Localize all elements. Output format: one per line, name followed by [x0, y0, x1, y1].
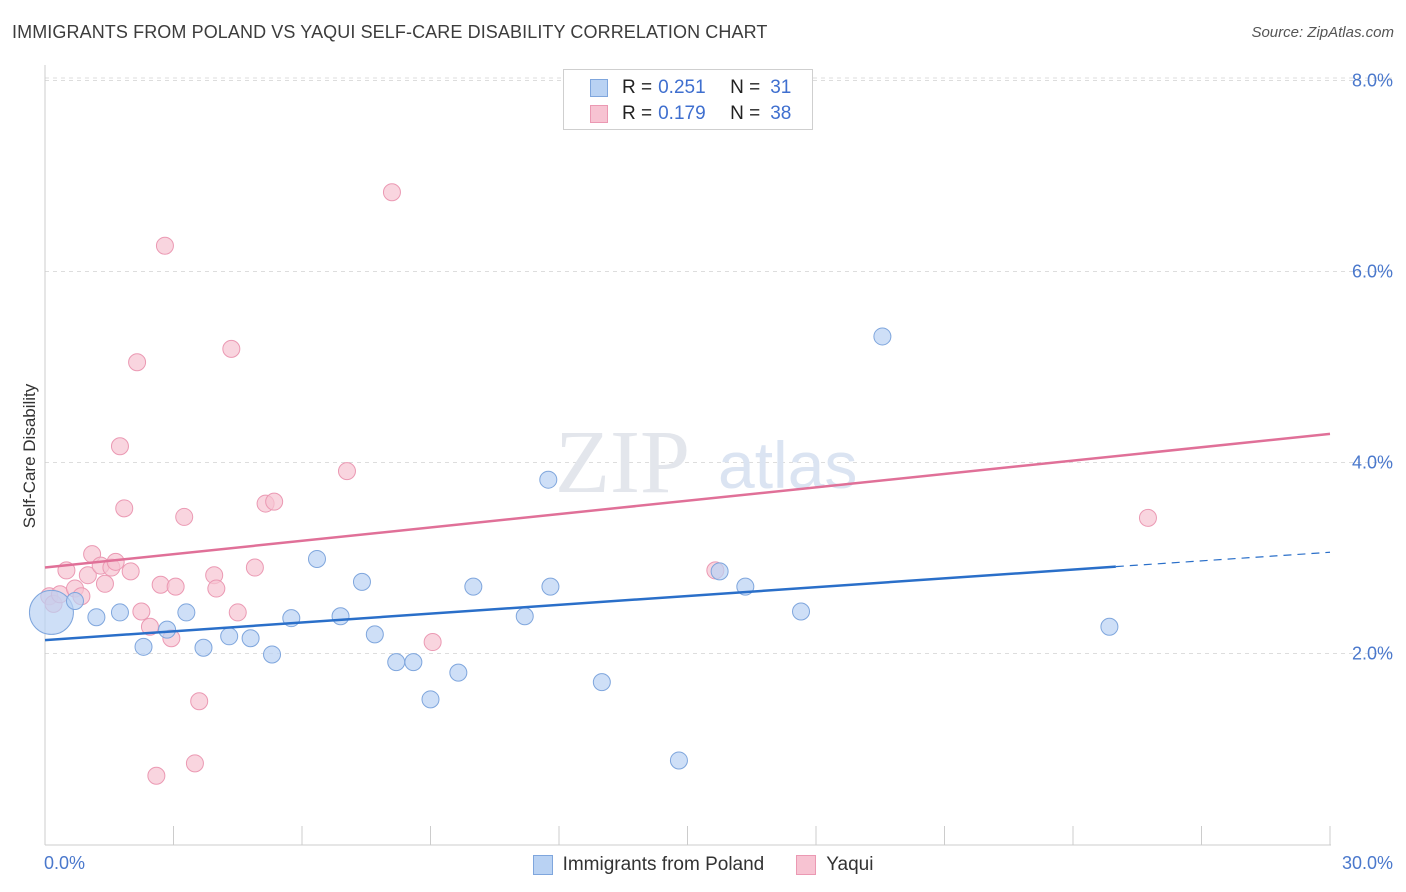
watermark: ZIP atlas [555, 413, 857, 512]
point-poland [873, 327, 892, 346]
point-yaqui [382, 183, 401, 202]
point-yaqui [155, 236, 174, 255]
legend-n-label: N = [730, 103, 761, 124]
point-poland [365, 625, 384, 644]
point-yaqui [78, 566, 97, 585]
point-yaqui [245, 558, 264, 577]
axes [44, 65, 1331, 846]
point-poland [464, 577, 483, 596]
point-yaqui [175, 507, 194, 526]
point-poland [158, 620, 177, 639]
x-tick-label: 30.0% [1342, 853, 1393, 873]
point-poland [792, 602, 811, 621]
point-yaqui [151, 575, 170, 594]
legend-label-poland: Immigrants from Poland [562, 854, 765, 875]
point-poland [710, 562, 729, 581]
legend-n-label: N = [730, 77, 761, 98]
point-poland [669, 751, 688, 770]
point-poland [421, 690, 440, 709]
point-yaqui [222, 339, 241, 358]
point-poland [404, 653, 423, 672]
trend-lines [44, 432, 1331, 642]
chart-title: IMMIGRANTS FROM POLAND VS YAQUI SELF-CAR… [12, 22, 768, 42]
point-poland [177, 603, 196, 622]
point-poland [220, 627, 239, 646]
legend-n-value: 31 [770, 77, 792, 98]
trend-line-poland [44, 565, 1116, 642]
trend-line-poland-extension [1115, 551, 1331, 568]
point-poland [449, 663, 468, 682]
y-tick-label: 6.0% [1352, 262, 1393, 282]
legend-r-label: R = [622, 77, 653, 98]
legend-item-poland[interactable]: Immigrants from Poland [532, 854, 765, 876]
point-poland [263, 645, 282, 664]
point-poland [194, 638, 213, 657]
point-poland [352, 572, 371, 591]
point-poland [592, 673, 611, 692]
point-yaqui [115, 499, 134, 518]
legend-r-value: 0.179 [658, 103, 706, 124]
point-yaqui [128, 353, 147, 372]
point-poland [1100, 617, 1119, 636]
series-poland-points [28, 327, 1119, 770]
series-legend: Immigrants from Poland Yaqui [0, 851, 1406, 879]
legend-swatch-poland [532, 855, 553, 875]
legend-label-yaqui: Yaqui [826, 854, 874, 875]
y-tick-label: 2.0% [1352, 644, 1393, 664]
watermark-zip: ZIP [555, 413, 690, 512]
point-yaqui [110, 437, 129, 456]
point-yaqui [147, 766, 166, 785]
point-yaqui [140, 617, 159, 636]
point-poland [65, 591, 84, 610]
point-yaqui [265, 492, 284, 511]
point-poland [241, 629, 260, 648]
point-yaqui [228, 603, 247, 622]
trend-line-yaqui [44, 432, 1331, 569]
point-poland [307, 549, 326, 568]
point-yaqui [95, 574, 114, 593]
point-yaqui [185, 754, 204, 773]
x-tick-label: 0.0% [44, 853, 85, 873]
point-poland [28, 589, 74, 635]
point-poland [387, 653, 406, 672]
source-credit: Source: ZipAtlas.com [1251, 24, 1394, 41]
point-poland [110, 603, 129, 622]
legend-swatch-poland [590, 79, 608, 97]
point-poland [134, 637, 153, 656]
point-yaqui [132, 602, 151, 621]
point-yaqui [207, 579, 226, 598]
y-tick-label: 8.0% [1352, 71, 1393, 91]
legend-r-label: R = [622, 103, 653, 124]
legend-item-yaqui[interactable]: Yaqui [796, 854, 873, 876]
y-axis-label: Self-Care Disability [20, 383, 39, 528]
point-yaqui [337, 462, 356, 481]
y-tick-label: 4.0% [1352, 453, 1393, 473]
point-yaqui [1138, 508, 1157, 527]
legend-swatch-yaqui [796, 855, 817, 875]
point-yaqui [166, 577, 185, 596]
point-poland [331, 607, 350, 626]
correlation-legend: R = 0.251 N = 31 R = 0.179 N = 38 [563, 69, 813, 130]
point-poland [539, 470, 558, 489]
legend-swatch-yaqui [590, 105, 608, 123]
point-poland [541, 577, 560, 596]
point-yaqui [121, 562, 140, 581]
point-poland [515, 607, 534, 626]
point-poland [87, 608, 106, 627]
legend-row-yaqui: R = 0.179 N = 38 [590, 101, 791, 127]
legend-row-poland: R = 0.251 N = 31 [590, 75, 791, 101]
legend-r-value: 0.251 [658, 77, 706, 98]
point-yaqui [423, 633, 442, 652]
legend-n-value: 38 [770, 103, 792, 124]
point-yaqui [190, 692, 209, 711]
tick-labels: 2.0% 4.0% 6.0% 8.0% 0.0% 30.0% [44, 71, 1393, 874]
